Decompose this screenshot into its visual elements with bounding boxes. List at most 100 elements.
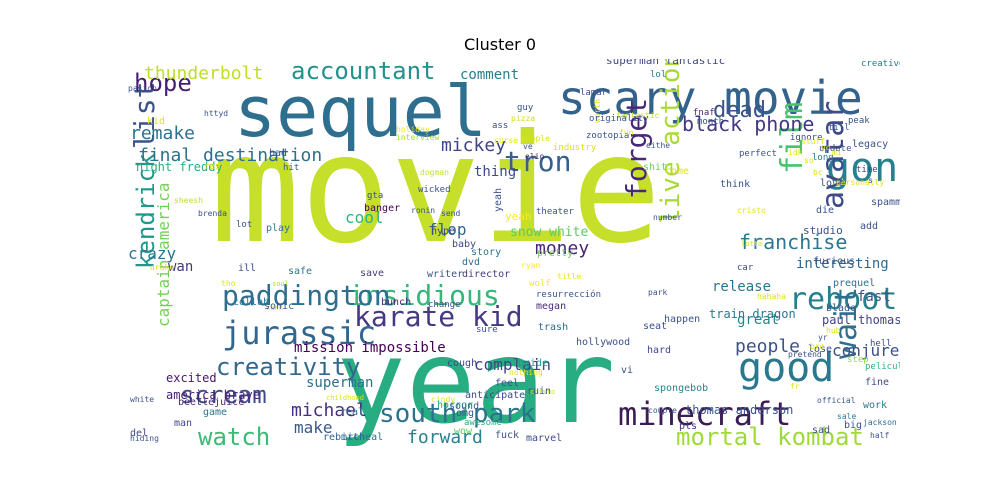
word-micheal: micheal bbox=[341, 432, 383, 443]
word-ass: ass bbox=[492, 121, 508, 131]
word-america-brave: america brave bbox=[166, 388, 260, 402]
word-work: work bbox=[863, 400, 887, 411]
word-lot: lot bbox=[236, 220, 252, 230]
word-white: white bbox=[130, 395, 154, 404]
word-list: list bbox=[128, 82, 161, 149]
word-bride: bride bbox=[518, 358, 548, 369]
word-thing: thing bbox=[474, 164, 516, 180]
word-eithe: eithe bbox=[646, 141, 670, 150]
word-final-destination: final destination bbox=[138, 145, 322, 166]
word-ve: ve bbox=[523, 142, 533, 151]
word-fast: fast bbox=[857, 289, 891, 305]
word-long: long bbox=[812, 153, 834, 163]
word-pizza: pizza bbox=[511, 114, 535, 123]
word-add: add bbox=[860, 221, 878, 232]
word-cristo: cristo bbox=[737, 206, 766, 215]
word-south-park: south park bbox=[379, 399, 536, 429]
word-jackson: jackson bbox=[863, 418, 897, 427]
word-sonic: sonic bbox=[264, 301, 294, 312]
word-film: film bbox=[775, 102, 810, 174]
word-crazy: crazy bbox=[128, 244, 177, 263]
word-resurrección: resurrección bbox=[536, 289, 601, 300]
word-year: year bbox=[336, 315, 615, 448]
word-kid: kid bbox=[147, 116, 165, 127]
word-originality: originality bbox=[589, 114, 649, 124]
word-fine: fine bbox=[865, 377, 889, 388]
word-ignore: ignore bbox=[790, 133, 823, 143]
word-paul-thomas: paul thomas bbox=[822, 313, 900, 327]
word-pls: pls bbox=[679, 421, 697, 432]
word-ryan: ryan bbox=[521, 261, 540, 270]
word-seat: seat bbox=[643, 321, 667, 332]
word-spamme: spamme bbox=[871, 197, 900, 208]
word-wow: wow bbox=[454, 426, 473, 437]
word-fnaf: fnaf bbox=[693, 108, 715, 118]
word-safe: safe bbox=[288, 266, 312, 277]
word-spongebob: spongebob bbox=[654, 383, 708, 394]
word-hollywood: hollywood bbox=[576, 337, 630, 348]
word-complain: complain bbox=[474, 355, 551, 374]
word-creativity: creativity bbox=[216, 353, 361, 381]
word-tron: tron bbox=[504, 145, 571, 178]
word-rebirth: rebirth bbox=[323, 432, 365, 443]
word-fr: fr bbox=[790, 382, 800, 391]
word-sheesh: sheesh bbox=[174, 196, 203, 205]
word-night-freddy: night freddy bbox=[136, 160, 223, 174]
word-nothing: nothing bbox=[509, 368, 543, 377]
word-people: people bbox=[521, 134, 550, 143]
word-people: people bbox=[735, 336, 800, 357]
word-love: love bbox=[820, 178, 844, 189]
word-make: make bbox=[294, 418, 333, 437]
word-beetlejuice: beetlejuice bbox=[178, 397, 244, 408]
word-till: till bbox=[828, 123, 850, 133]
word-car: car bbox=[737, 263, 754, 273]
word-blade: blade bbox=[826, 303, 856, 314]
word-hope: hope bbox=[134, 69, 192, 97]
word-story: story bbox=[471, 247, 501, 258]
word-hard: hard bbox=[647, 345, 671, 356]
word-so: so bbox=[804, 156, 814, 165]
word-guy: guy bbox=[517, 103, 534, 113]
word-step: step bbox=[847, 355, 869, 365]
word-sale: sale bbox=[837, 412, 856, 421]
word-prequel: prequel bbox=[833, 278, 875, 289]
word-dvd: dvd bbox=[462, 257, 480, 268]
word-fantastic: fantastic bbox=[616, 111, 660, 120]
word-train-dragon: train dragon bbox=[709, 307, 796, 321]
word-lose: lose bbox=[808, 344, 832, 355]
word-omg: omg bbox=[456, 408, 474, 419]
word-interview: interview bbox=[396, 133, 440, 142]
word-idk: idk bbox=[788, 148, 803, 157]
word-ill: ill bbox=[238, 263, 256, 274]
word-save: save bbox=[360, 268, 384, 279]
word-curse: curse bbox=[494, 136, 518, 145]
word-elio: elio bbox=[525, 152, 544, 161]
word-worth: worth bbox=[593, 99, 602, 123]
word-forward: forward bbox=[407, 427, 483, 448]
word-s: s bbox=[868, 176, 873, 185]
word-dead: dead bbox=[713, 98, 766, 123]
word-yeah: yeah bbox=[505, 210, 532, 223]
word-industry: industry bbox=[553, 143, 597, 153]
word-paddington: paddington bbox=[222, 279, 391, 312]
word-reboot: reboot bbox=[789, 282, 897, 317]
word-scary-movie: scary movie bbox=[558, 71, 863, 125]
word-accountant: accountant bbox=[291, 59, 436, 85]
word-karate-kid: karate kid bbox=[354, 300, 523, 333]
word-superman-fantastic: superman fantastic bbox=[606, 59, 725, 67]
word-trash: trash bbox=[538, 322, 568, 333]
word-sure: sure bbox=[476, 325, 498, 335]
word-cool: cool bbox=[345, 208, 384, 227]
word-httyd: httyd bbox=[204, 109, 228, 118]
word-snow-white: snow white bbox=[510, 225, 588, 240]
word-captain-america: captain america bbox=[154, 183, 173, 328]
word-anticipate: anticipate bbox=[465, 390, 525, 401]
word-mission-impossible: mission impossible bbox=[294, 340, 446, 356]
word-title: title bbox=[557, 272, 581, 281]
word-lol: lol bbox=[650, 70, 666, 80]
word-director: director bbox=[462, 269, 510, 280]
word-michael: michael bbox=[291, 400, 367, 421]
word-sequel: sequel bbox=[234, 71, 487, 153]
word-wicked: wicked bbox=[418, 185, 451, 195]
